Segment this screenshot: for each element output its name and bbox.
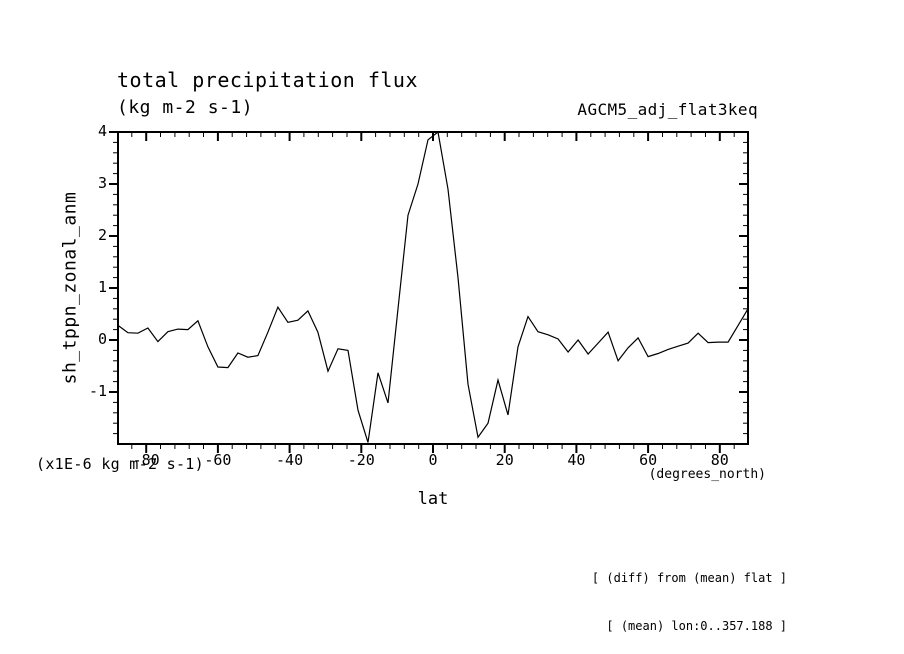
footnote-mean-line: [ (mean) lon:0..357.188 ] xyxy=(606,619,787,633)
x-tick-label: 60 xyxy=(639,451,658,469)
y-axis-units-label: (x1E-6 kg m-2 s-1) xyxy=(36,455,204,473)
x-axis-label: lat xyxy=(417,489,449,509)
x-tick-label: 20 xyxy=(495,451,514,469)
x-tick-label: -40 xyxy=(276,451,304,469)
x-tick-label: -80 xyxy=(132,451,160,469)
footnote-diff-line: [ (diff) from (mean) flat ] xyxy=(591,571,787,585)
y-tick-label: 3 xyxy=(97,174,107,192)
x-axis-units-label: (degrees_north) xyxy=(648,467,766,482)
y-tick-label: 0 xyxy=(97,330,107,348)
x-tick-label: -60 xyxy=(204,451,232,469)
y-tick-label: -1 xyxy=(88,382,107,400)
x-tick-label: -20 xyxy=(347,451,375,469)
y-tick-label: 2 xyxy=(97,226,107,244)
y-tick-label: 1 xyxy=(97,278,107,296)
x-tick-label: 0 xyxy=(428,451,438,469)
chart-title: total precipitation flux xyxy=(117,68,418,92)
y-tick-label: 4 xyxy=(97,122,107,140)
experiment-run-label: AGCM5_adj_flat3keq xyxy=(577,100,758,119)
footnote-block: [ (diff) from (mean) flat ] [ (mean) lon… xyxy=(592,538,787,654)
x-tick-label: 80 xyxy=(710,451,729,469)
x-tick-label: 40 xyxy=(567,451,586,469)
data-line xyxy=(117,130,749,443)
chart-units-subtitle: (kg m-2 s-1) xyxy=(117,97,254,118)
